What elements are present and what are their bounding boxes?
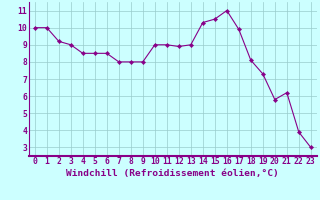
X-axis label: Windchill (Refroidissement éolien,°C): Windchill (Refroidissement éolien,°C) [67, 169, 279, 178]
